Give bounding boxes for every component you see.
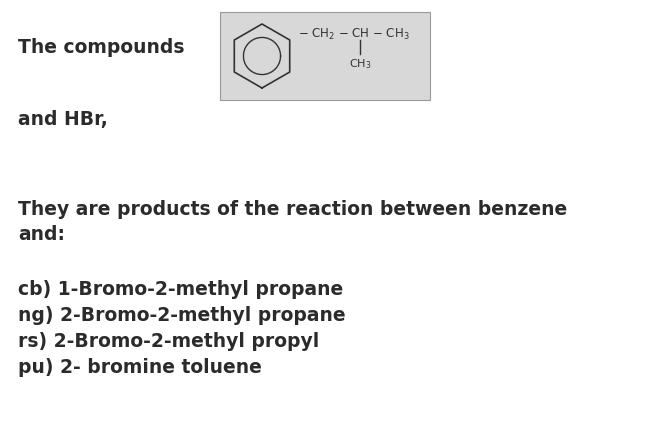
Text: rs) 2-Bromo-2-methyl propyl: rs) 2-Bromo-2-methyl propyl (18, 332, 319, 351)
FancyBboxPatch shape (220, 12, 430, 100)
Text: $-$ CH$_2$ $-$ CH $-$ CH$_3$: $-$ CH$_2$ $-$ CH $-$ CH$_3$ (298, 27, 410, 42)
Text: The compounds: The compounds (18, 38, 184, 57)
Text: cb) 1-Bromo-2-methyl propane: cb) 1-Bromo-2-methyl propane (18, 280, 343, 299)
Text: and HBr,: and HBr, (18, 110, 108, 129)
Text: CH$_3$: CH$_3$ (349, 57, 371, 71)
Text: ng) 2-Bromo-2-methyl propane: ng) 2-Bromo-2-methyl propane (18, 306, 346, 325)
Text: They are products of the reaction between benzene
and:: They are products of the reaction betwee… (18, 200, 567, 244)
Text: pu) 2- bromine toluene: pu) 2- bromine toluene (18, 358, 262, 377)
